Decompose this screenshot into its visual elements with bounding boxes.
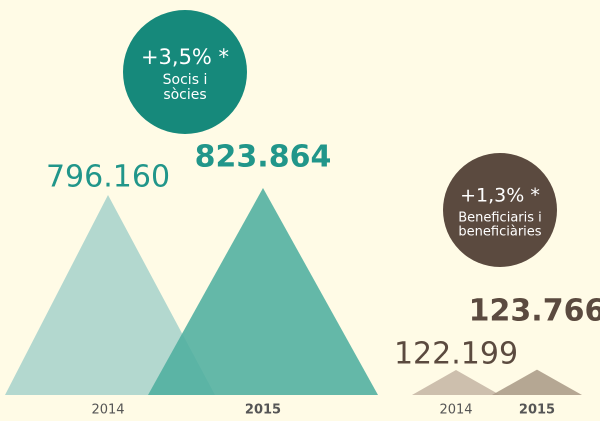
triangle	[148, 188, 378, 395]
year-label: 2014	[91, 403, 124, 418]
triangle	[412, 370, 500, 395]
triangle	[5, 195, 215, 395]
year-label: 2015	[519, 403, 555, 418]
year-label: 2015	[245, 403, 281, 418]
value-label: 823.864	[195, 140, 332, 175]
annotation-text: beneficiàries	[458, 225, 541, 240]
annotation-circle	[443, 153, 557, 267]
annotation-value: +1,3% *	[460, 185, 540, 207]
annotation-text: Beneficiaris i	[458, 211, 542, 226]
annotation-text: sòcies	[163, 87, 206, 103]
value-label: 123.766	[469, 294, 600, 329]
annotation-circle	[123, 10, 247, 134]
value-label: 796.160	[46, 160, 170, 195]
year-label: 2014	[439, 403, 472, 418]
triangle	[492, 369, 582, 395]
value-label: 122.199	[394, 337, 518, 372]
annotation-text: Socis i	[163, 72, 208, 88]
annotation-value: +3,5% *	[141, 45, 229, 69]
